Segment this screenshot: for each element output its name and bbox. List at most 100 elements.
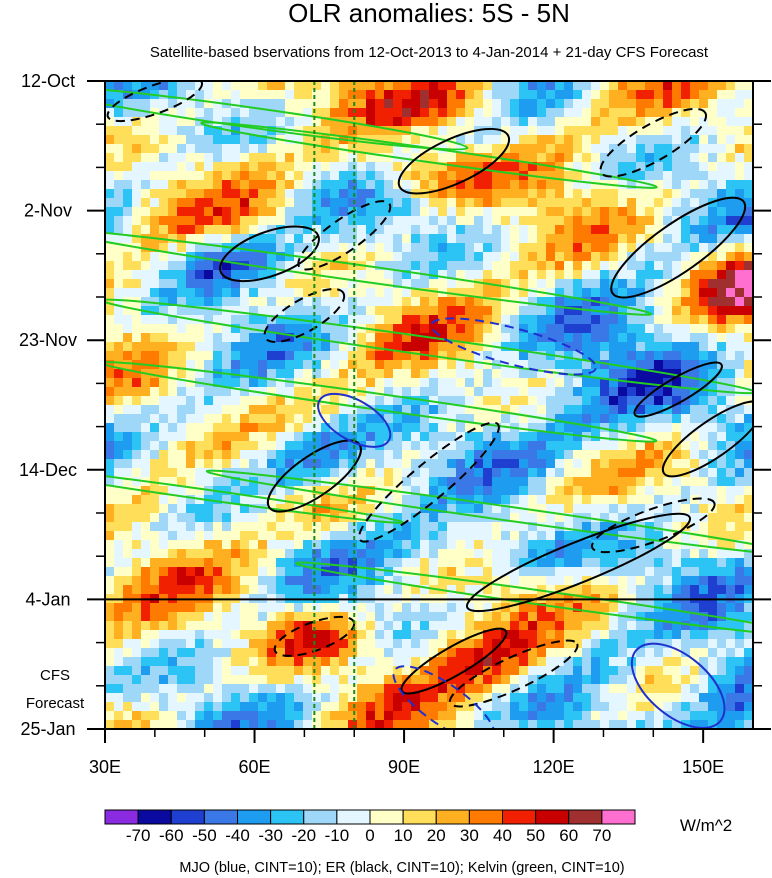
heatmap-cell [186,648,196,658]
heatmap-cell [483,432,493,442]
heatmap-cell [591,477,601,487]
heatmap-cell [717,243,727,253]
heatmap-cell [240,234,250,244]
heatmap-cell [195,396,205,406]
heatmap-cell [663,81,673,91]
heatmap-cell [618,657,628,667]
heatmap-cell [195,234,205,244]
heatmap-cell [240,135,250,145]
heatmap-cell [438,171,448,181]
heatmap-cell [564,693,574,703]
heatmap-cell [285,369,295,379]
heatmap-cell [663,495,673,505]
heatmap-cell [231,666,241,676]
heatmap-cell [204,243,214,253]
heatmap-cell [177,549,187,559]
heatmap-cell [447,405,457,415]
heatmap-cell [681,162,691,172]
heatmap-cell [393,657,403,667]
heatmap-cell [429,252,439,262]
heatmap-cell [159,585,169,595]
heatmap-cell [744,252,753,262]
heatmap-cell [699,639,709,649]
heatmap-cell [555,243,565,253]
heatmap-cell [708,387,718,397]
heatmap-cell [195,513,205,523]
heatmap-cell [204,198,214,208]
heatmap-cell [312,702,322,712]
heatmap-cell [195,342,205,352]
heatmap-cell [519,117,529,127]
heatmap-cell [222,90,232,100]
heatmap-cell [618,495,628,505]
heatmap-cell [249,513,259,523]
heatmap-cell [249,486,259,496]
heatmap-cell [312,126,322,136]
heatmap-cell [564,684,574,694]
heatmap-cell [150,441,160,451]
heatmap-cell [249,351,259,361]
heatmap-cell [483,180,493,190]
heatmap-cell [663,288,673,298]
heatmap-cell [708,207,718,217]
heatmap-cell [294,90,304,100]
heatmap-cell [438,360,448,370]
heatmap-cell [591,117,601,127]
heatmap-cell [276,81,286,91]
heatmap-cell [195,531,205,541]
heatmap-cell [240,270,250,280]
heatmap-cell [357,504,367,514]
heatmap-cell [681,441,691,451]
heatmap-cell [312,612,322,622]
heatmap-cell [573,306,583,316]
heatmap-cell [159,198,169,208]
heatmap-cell [690,117,700,127]
heatmap-cell [546,333,556,343]
heatmap-cell [267,117,277,127]
heatmap-cell [132,396,142,406]
heatmap-cell [456,648,466,658]
heatmap-cell [465,306,475,316]
heatmap-cell [393,99,403,109]
heatmap-cell [285,621,295,631]
heatmap-cell [663,234,673,244]
heatmap-cell [618,540,628,550]
heatmap-cell [699,477,709,487]
heatmap-cell [681,396,691,406]
heatmap-cell [501,684,511,694]
heatmap-cell [321,81,331,91]
heatmap-cell [420,99,430,109]
heatmap-cell [321,396,331,406]
heatmap-cell [636,675,646,685]
heatmap-cell [339,549,349,559]
heatmap-cell [717,567,727,577]
heatmap-cell [375,423,385,433]
heatmap-cell [141,639,151,649]
heatmap-cell [123,441,133,451]
heatmap-cell [348,396,358,406]
heatmap-cell [465,441,475,451]
heatmap-cell [699,405,709,415]
heatmap-cell [357,117,367,127]
heatmap-cell [195,504,205,514]
heatmap-cell [555,495,565,505]
heatmap-cell [600,405,610,415]
heatmap-cell [258,324,268,334]
heatmap-cell [258,513,268,523]
heatmap-cell [627,468,637,478]
heatmap-cell [222,279,232,289]
heatmap-cell [285,351,295,361]
heatmap-cell [303,432,313,442]
heatmap-cell [168,378,178,388]
heatmap-cell [276,387,286,397]
heatmap-cell [285,360,295,370]
heatmap-cell [456,225,466,235]
heatmap-cell [528,531,538,541]
heatmap-cell [285,99,295,109]
heatmap-cell [555,540,565,550]
heatmap-cell [303,270,313,280]
heatmap-cell [528,333,538,343]
heatmap-cell [222,522,232,532]
heatmap-cell [105,585,115,595]
heatmap-cell [474,81,484,91]
